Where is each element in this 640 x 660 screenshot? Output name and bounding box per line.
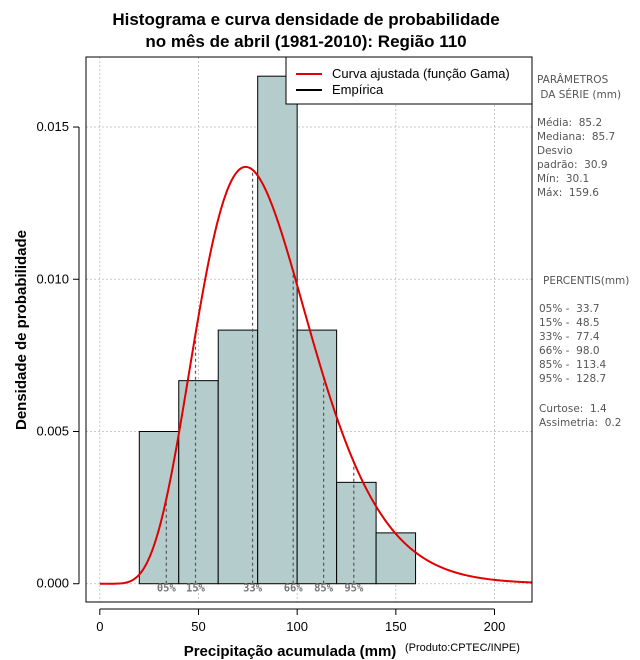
percentil-05: 05% - 33.7 — [539, 303, 600, 315]
percentile-label-1: 15% — [186, 583, 206, 595]
histogram-bar-4 — [296, 329, 338, 585]
legend-label-empirical: Empírica — [332, 82, 384, 97]
legend-label-gamma: Curva ajustada (função Gama) — [332, 66, 510, 81]
histogram-bar-1 — [178, 380, 219, 585]
percentile-label-3: 66% — [284, 583, 304, 595]
param-median: Mediana: 85.7 — [537, 131, 615, 143]
skewness: Assimetria: 0.2 — [539, 417, 621, 429]
param-stddev-line-1: Desvio — [537, 145, 573, 157]
percentil-15: 15% - 48.5 — [539, 317, 600, 329]
y-tick-label-2: 0.010 — [36, 271, 69, 286]
side-panel: PARÂMETROS DA SÉRIE (mm) Média: 85.2 Med… — [537, 73, 629, 429]
percentile-label-2: 33% — [243, 583, 263, 595]
param-stddev-line-2: padrão: 30.9 — [537, 159, 608, 171]
percentil-66: 66% - 98.0 — [539, 345, 600, 357]
percentile-label-4: 85% — [314, 583, 334, 595]
x-tick-label-4: 200 — [484, 619, 506, 634]
product-credit: (Produto:CPTEC/INPE) — [405, 642, 520, 654]
percentile-label-5: 95% — [344, 583, 364, 595]
percentile-label-0: 05% — [157, 583, 177, 595]
gamma-curve — [99, 165, 533, 585]
param-max: Máx: 159.6 — [537, 187, 599, 199]
histogram-bars — [138, 75, 417, 585]
histogram-bar-0 — [138, 430, 180, 585]
legend-box — [285, 56, 533, 105]
y-axis-title: Densidade de probabilidade — [13, 230, 30, 430]
percentil-95: 95% - 128.7 — [539, 373, 606, 385]
percentis-title: PERCENTIS(mm) — [543, 275, 629, 287]
kurtosis: Curtose: 1.4 — [539, 403, 607, 415]
x-tick-label-1: 50 — [191, 619, 205, 634]
param-min: Mín: 30.1 — [537, 173, 589, 185]
x-tick-label-3: 150 — [385, 619, 407, 634]
histogram-bar-2 — [217, 329, 259, 585]
gamma-curve-layer — [99, 165, 533, 585]
x-axis-title: Precipitação acumulada (mm) — [184, 643, 397, 660]
legend: Curva ajustada (função Gama) Empírica — [285, 56, 533, 105]
y-tick-label-0: 0.000 — [36, 576, 69, 591]
percentil-85: 85% - 113.4 — [539, 359, 607, 371]
chart-title-line-2: no mês de abril (1981-2010): Região 110 — [145, 32, 466, 51]
percentile-labels: 05% 15% 33% 66% 85% 95% — [157, 583, 364, 595]
histogram-bar-6 — [375, 532, 417, 585]
axes-layer: 0 50 100 150 200 0.000 0.005 0.010 0.015 — [36, 119, 505, 634]
histogram-bar-3 — [257, 75, 298, 585]
x-tick-label-2: 100 — [286, 619, 308, 634]
percentil-33: 33% - 77.4 — [539, 331, 600, 343]
y-tick-label-1: 0.005 — [36, 423, 69, 438]
params-title-line-2: DA SÉRIE (mm) — [537, 88, 621, 101]
param-mean: Média: 85.2 — [537, 117, 602, 129]
y-tick-label-3: 0.015 — [36, 119, 69, 134]
chart-title-line-1: Histograma e curva densidade de probabil… — [112, 10, 499, 29]
percentile-lines — [165, 169, 355, 584]
params-title-line-1: PARÂMETROS — [537, 73, 609, 86]
x-tick-label-0: 0 — [96, 619, 103, 634]
